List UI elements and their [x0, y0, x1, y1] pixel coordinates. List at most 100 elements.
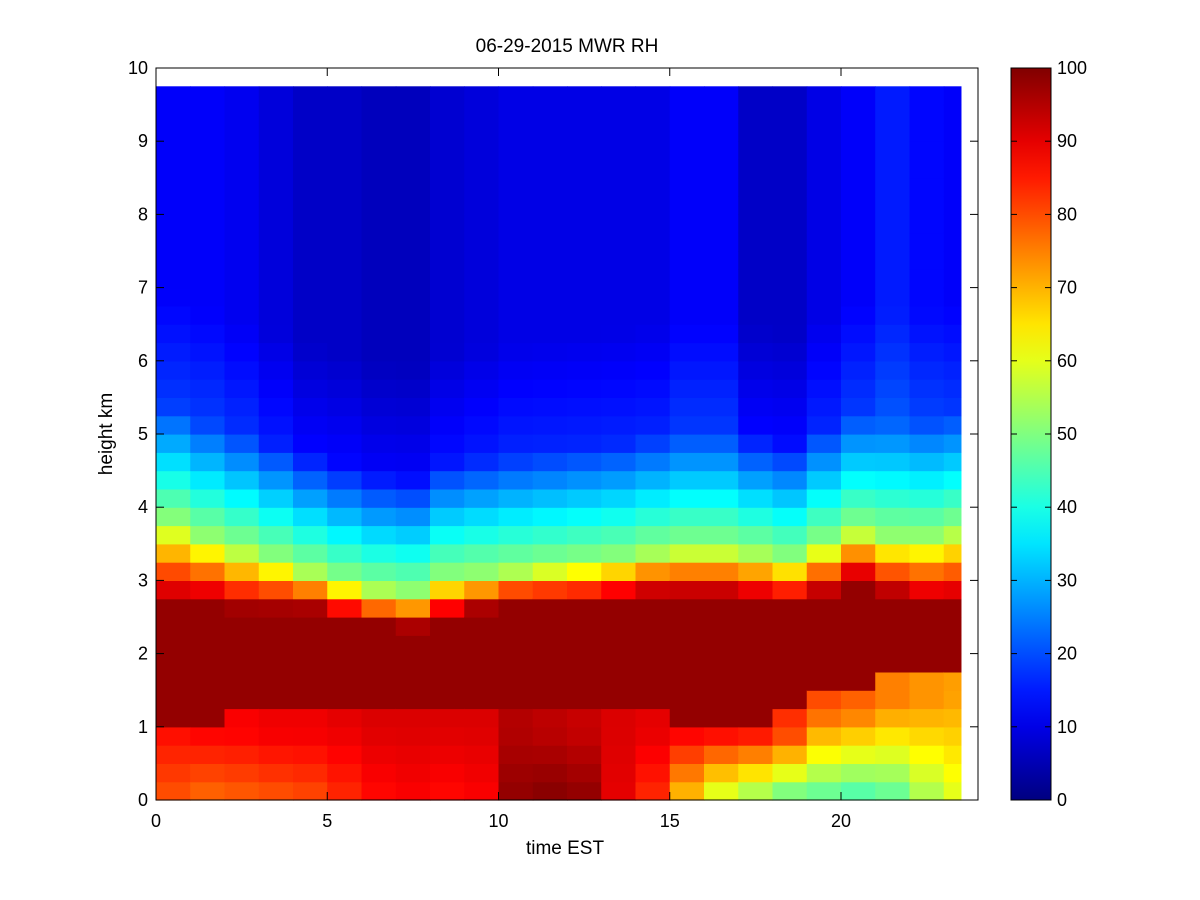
heatmap-cell — [430, 671, 465, 691]
heatmap-cell — [532, 324, 568, 344]
heatmap-cell — [704, 488, 739, 508]
heatmap-cell — [293, 342, 328, 362]
heatmap-cell — [601, 452, 637, 472]
heatmap-cell — [258, 671, 294, 691]
heatmap-cell — [361, 305, 397, 325]
heatmap-cell — [669, 488, 705, 508]
heatmap-cell — [156, 159, 191, 179]
heatmap-cell — [395, 269, 431, 289]
heatmap-cell — [156, 726, 191, 746]
heatmap-cell — [293, 379, 328, 398]
heatmap-cell — [772, 781, 808, 801]
heatmap-cell — [293, 525, 328, 545]
heatmap-cell — [772, 214, 808, 234]
heatmap-cell — [601, 251, 637, 270]
heatmap-cell — [156, 507, 191, 527]
heatmap-cell — [704, 379, 739, 398]
heatmap-cell — [669, 196, 705, 215]
heatmap-cell — [224, 525, 260, 545]
heatmap-cell — [532, 525, 568, 545]
heatmap-cell — [361, 287, 397, 307]
heatmap-cell — [498, 232, 534, 252]
heatmap-cell — [635, 434, 671, 453]
heatmap-cell — [909, 324, 945, 344]
heatmap-cell — [738, 287, 774, 307]
heatmap-cell — [909, 598, 945, 618]
heatmap-cell — [395, 415, 431, 435]
heatmap-cell — [943, 488, 962, 508]
heatmap-cell — [943, 525, 962, 545]
heatmap-cell — [841, 251, 876, 270]
heatmap-cell — [293, 671, 328, 691]
y-tick-label: 3 — [138, 570, 148, 590]
heatmap-cell — [909, 232, 945, 252]
heatmap-cell — [156, 543, 191, 563]
heatmap-cell — [772, 562, 808, 581]
heatmap-cell — [361, 671, 397, 691]
heatmap-cell — [841, 269, 876, 289]
heatmap-cell — [841, 653, 876, 673]
heatmap-cell — [532, 653, 568, 673]
heatmap-cell — [361, 525, 397, 545]
heatmap-cell — [258, 690, 294, 710]
heatmap-cell — [532, 141, 568, 161]
heatmap-cell — [258, 562, 294, 581]
heatmap-cell — [943, 177, 962, 197]
heatmap-cell — [190, 196, 226, 215]
heatmap-cell — [772, 305, 808, 325]
heatmap-cell — [567, 690, 602, 710]
heatmap-cell — [361, 104, 397, 124]
heatmap-cell — [875, 342, 911, 362]
colorbar-ticks: 0 10 20 30 40 50 60 70 80 90 100 — [1011, 58, 1087, 810]
heatmap-cell — [841, 562, 876, 581]
heatmap-cell — [498, 415, 534, 435]
heatmap-cell — [909, 122, 945, 142]
x-tick-label: 0 — [151, 811, 161, 831]
heatmap-cell — [293, 781, 328, 801]
heatmap-cell — [464, 653, 500, 673]
heatmap-cell — [498, 580, 534, 600]
heatmap-cell — [498, 324, 534, 344]
heatmap-cell — [704, 324, 739, 344]
heatmap-cell — [361, 470, 397, 490]
heatmap-cell — [806, 690, 842, 710]
heatmap-cell — [327, 690, 363, 710]
heatmap-cell — [841, 708, 876, 728]
colorbar-tick-label: 90 — [1057, 131, 1077, 151]
heatmap-cell — [875, 214, 911, 234]
heatmap-cell — [841, 214, 876, 234]
heatmap-cell — [430, 379, 465, 398]
heatmap-cell — [327, 196, 363, 215]
heatmap-cell — [635, 598, 671, 618]
heatmap-cell — [669, 287, 705, 307]
heatmap-cell — [156, 214, 191, 234]
heatmap-cell — [224, 287, 260, 307]
heatmap-cell — [532, 379, 568, 398]
heatmap-cell — [669, 708, 705, 728]
heatmap-cell — [943, 726, 962, 746]
heatmap-cell — [772, 671, 808, 691]
heatmap-cell — [841, 763, 876, 783]
heatmap-cell — [601, 488, 637, 508]
x-tick-label: 5 — [322, 811, 332, 831]
heatmap-cell — [909, 177, 945, 197]
heatmap-cell — [567, 415, 602, 435]
heatmap-cell — [464, 671, 500, 691]
heatmap-cell — [567, 397, 602, 417]
heatmap-cell — [395, 726, 431, 746]
heatmap-cell — [224, 434, 260, 453]
heatmap-cell — [327, 379, 363, 398]
heatmap-cell — [635, 708, 671, 728]
colorbar-tick-label: 100 — [1057, 58, 1087, 78]
heatmap-cell — [635, 562, 671, 581]
heatmap-cell — [395, 324, 431, 344]
heatmap-cell — [532, 617, 568, 636]
heatmap-cell — [464, 251, 500, 270]
heatmap-cell — [943, 342, 962, 362]
heatmap-cell — [224, 488, 260, 508]
heatmap-cell — [430, 617, 465, 636]
heatmap-cell — [190, 488, 226, 508]
heatmap-cell — [156, 287, 191, 307]
heatmap-cell — [464, 177, 500, 197]
heatmap-cell — [704, 251, 739, 270]
